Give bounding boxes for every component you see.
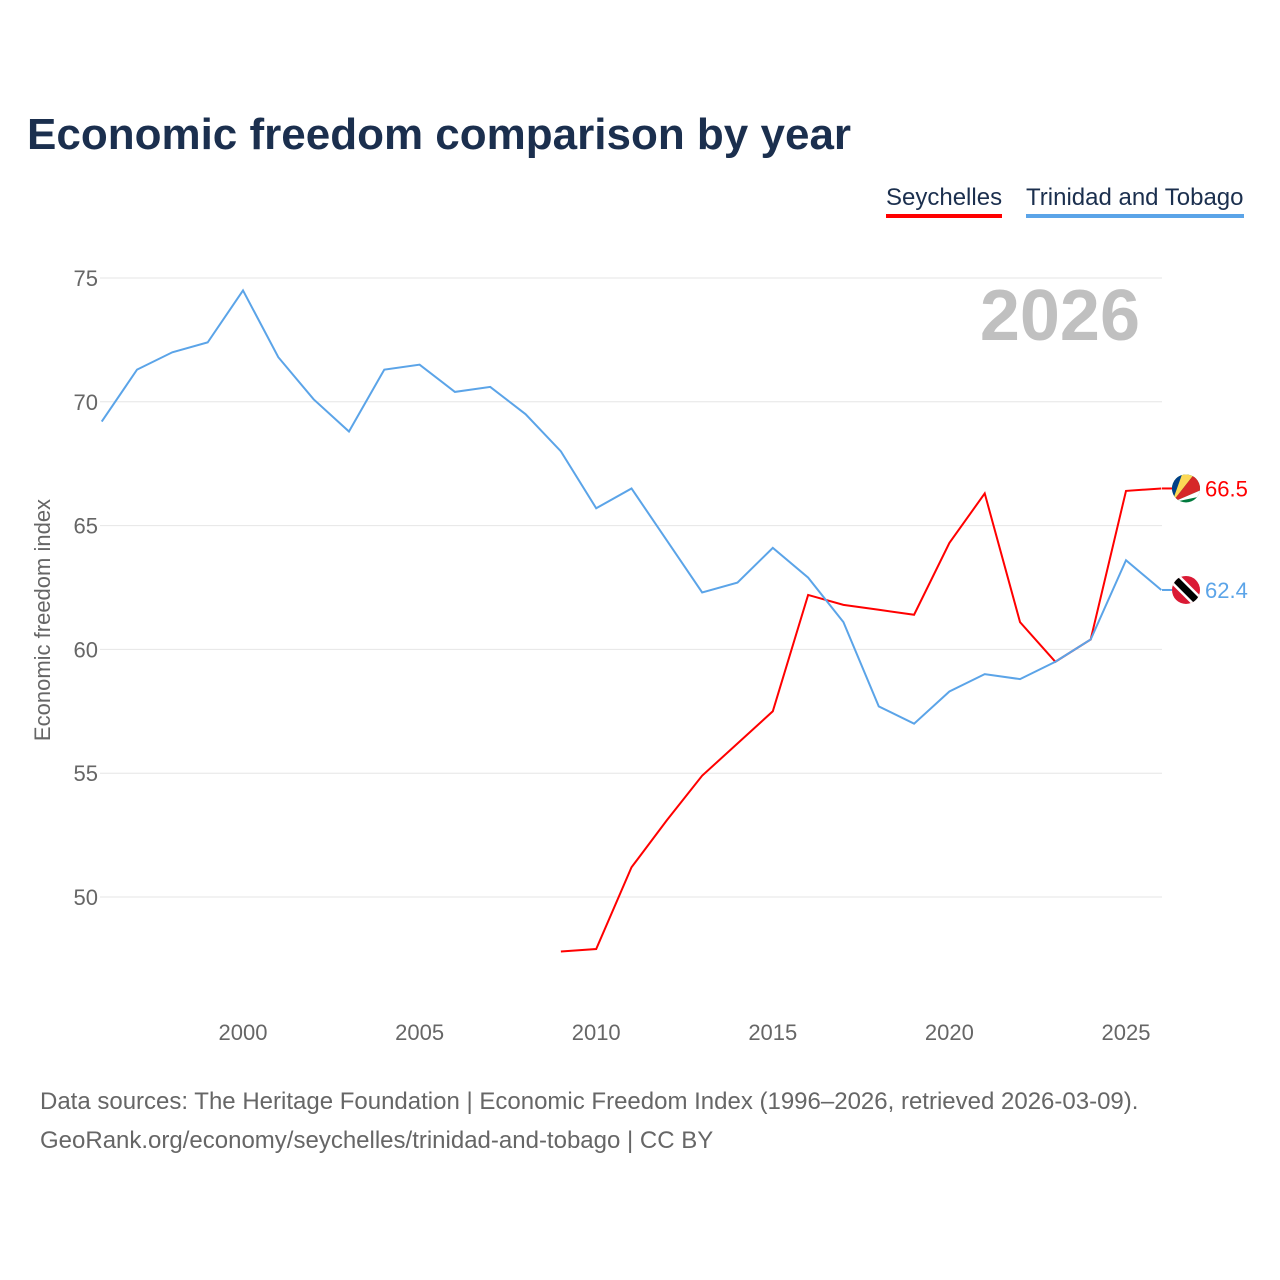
y-tick-label: 70 [74, 390, 98, 415]
source-line-1: Data sources: The Heritage Foundation | … [40, 1088, 1139, 1115]
data-point[interactable] [453, 390, 457, 394]
data-point[interactable] [912, 613, 916, 617]
data-point[interactable] [665, 538, 669, 542]
x-tick-label: 2015 [748, 1020, 797, 1045]
y-tick-label: 60 [74, 637, 98, 662]
data-point[interactable] [418, 363, 422, 367]
data-point[interactable] [559, 949, 563, 953]
data-point[interactable] [382, 368, 386, 372]
data-point[interactable] [206, 340, 210, 344]
data-point[interactable] [100, 420, 104, 424]
series-line-1[interactable] [100, 288, 1162, 725]
data-point[interactable] [312, 397, 316, 401]
data-point[interactable] [983, 491, 987, 495]
end-value-label: 62.4 [1205, 578, 1248, 603]
data-point[interactable] [877, 608, 881, 612]
data-point[interactable] [1124, 489, 1128, 493]
seychelles-flag-icon [1172, 474, 1200, 503]
data-point[interactable] [488, 385, 492, 389]
y-tick-label: 55 [74, 761, 98, 786]
data-point[interactable] [1053, 660, 1057, 664]
y-tick-label: 50 [74, 885, 98, 910]
data-point[interactable] [276, 355, 280, 359]
data-point[interactable] [1018, 620, 1022, 624]
data-point[interactable] [700, 590, 704, 594]
data-point[interactable] [806, 593, 810, 597]
data-point[interactable] [735, 741, 739, 745]
data-point[interactable] [700, 774, 704, 778]
x-tick-label: 2025 [1102, 1020, 1151, 1045]
data-point[interactable] [841, 603, 845, 607]
data-point[interactable] [947, 541, 951, 545]
data-point[interactable] [241, 288, 245, 292]
data-point[interactable] [170, 350, 174, 354]
data-point[interactable] [735, 581, 739, 585]
y-tick-label: 75 [74, 266, 98, 291]
source-line-2[interactable]: GeoRank.org/economy/seychelles/trinidad-… [40, 1127, 714, 1154]
data-point[interactable] [771, 546, 775, 550]
data-point[interactable] [1124, 558, 1128, 562]
legend-trinidad-and-tobago[interactable]: Trinidad and Tobago [1026, 184, 1244, 218]
y-axis-label: Economic freedom index [30, 499, 55, 741]
data-point[interactable] [771, 709, 775, 713]
data-point[interactable] [1089, 637, 1093, 641]
data-point[interactable] [1018, 677, 1022, 681]
data-point[interactable] [630, 486, 634, 490]
data-point[interactable] [559, 449, 563, 453]
data-point[interactable] [665, 818, 669, 822]
data-point[interactable] [524, 412, 528, 416]
data-point[interactable] [135, 368, 139, 372]
data-point[interactable] [806, 576, 810, 580]
data-point[interactable] [912, 722, 916, 726]
y-tick-label: 65 [74, 514, 98, 539]
x-tick-label: 2010 [572, 1020, 621, 1045]
year-watermark: 2026 [980, 276, 1140, 356]
data-point[interactable] [347, 430, 351, 434]
x-tick-label: 2020 [925, 1020, 974, 1045]
x-tick-label: 2005 [395, 1020, 444, 1045]
series-line-0[interactable] [560, 487, 1162, 953]
data-point[interactable] [594, 506, 598, 510]
data-point[interactable] [877, 704, 881, 708]
end-value-label: 66.5 [1205, 476, 1248, 501]
data-point[interactable] [947, 689, 951, 693]
data-point[interactable] [983, 672, 987, 676]
data-point[interactable] [630, 865, 634, 869]
data-point[interactable] [841, 620, 845, 624]
legend-seychelles[interactable]: Seychelles [886, 184, 1003, 218]
chart-title: Economic freedom comparison by year [27, 110, 852, 159]
trinidad-flag-icon [1172, 575, 1200, 604]
data-point[interactable] [594, 947, 598, 951]
x-tick-label: 2000 [219, 1020, 268, 1045]
